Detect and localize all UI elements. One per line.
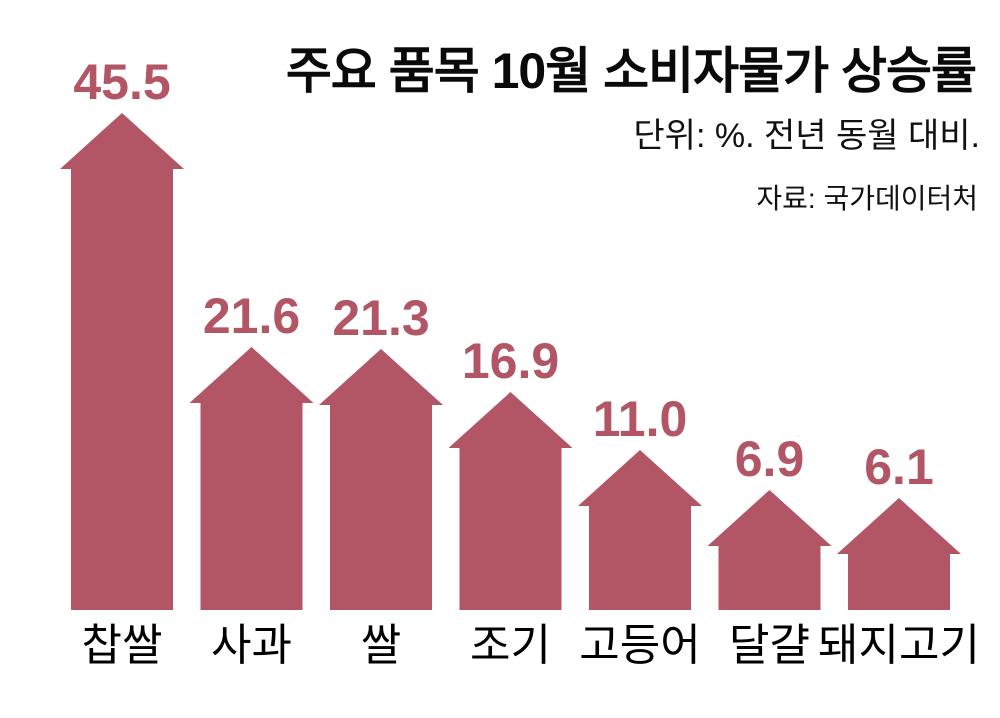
- arrow-bar-shape: [708, 490, 832, 610]
- bar-value-label: 6.9: [734, 431, 805, 487]
- bar-value-label: 21.6: [202, 288, 301, 344]
- bar-value-label: 6.1: [864, 439, 934, 495]
- chart-unit-note: 단위: %. 전년 동월 대비.: [633, 117, 980, 155]
- arrow-bar-shape: [190, 347, 314, 610]
- category-label: 사과: [211, 621, 292, 670]
- arrow-bar-shape: [319, 349, 443, 610]
- category-label: 쌀: [360, 621, 402, 670]
- chart-source: 자료: 국가데이터처: [756, 183, 978, 214]
- bar-group: 16.9 조기: [449, 336, 573, 668]
- bar-group: 21.6 사과: [190, 291, 314, 668]
- arrow-bar-shape: [837, 498, 961, 610]
- bar-group: 45.5 찹쌀: [60, 57, 184, 668]
- bar-value-label: 11.0: [592, 391, 688, 447]
- category-label: 달걀: [729, 621, 810, 670]
- category-label: 찹쌀: [81, 621, 163, 670]
- arrow-bar-shape: [449, 392, 573, 610]
- bar-value-label: 21.3: [332, 290, 430, 346]
- bar-group: 21.3 쌀: [319, 293, 443, 668]
- bar-group: 11.0 고등어: [578, 394, 702, 668]
- category-label: 조기: [470, 621, 551, 670]
- arrow-bar-shape: [60, 113, 184, 610]
- bar-group: 6.9 달걀: [708, 434, 832, 668]
- category-label: 고등어: [579, 621, 701, 670]
- category-label: 돼지고기: [818, 621, 980, 670]
- bar-value-label: 45.5: [73, 54, 171, 110]
- arrow-bar-shape: [578, 450, 702, 610]
- chart-title: 주요 품목 10월 소비자물가 상승률: [285, 43, 977, 99]
- bar-group: 6.1 돼지고기: [818, 442, 980, 668]
- bar-value-label: 16.9: [461, 333, 560, 389]
